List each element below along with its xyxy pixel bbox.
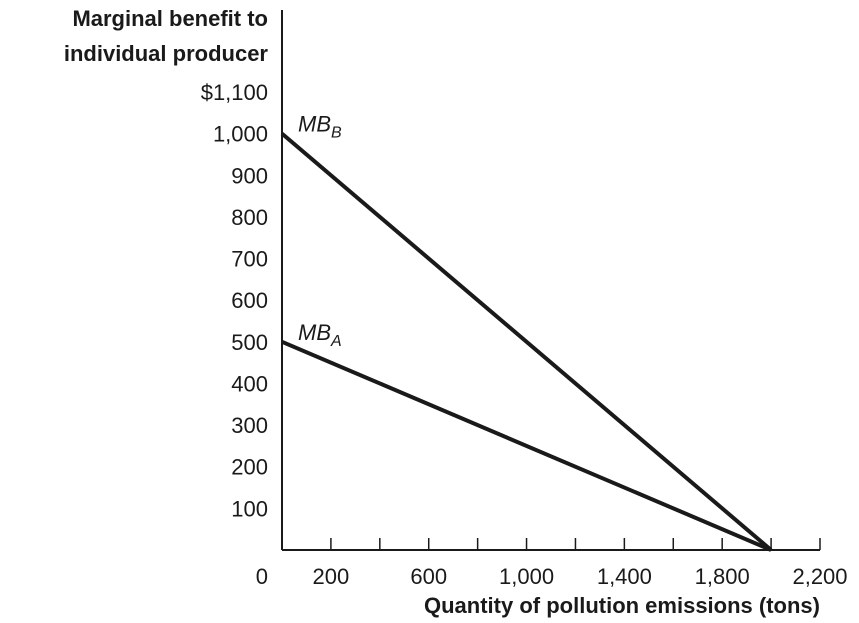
y-tick-label: 200 [231, 455, 268, 480]
x-tick-label: 2,200 [792, 564, 847, 589]
y-tick-label: 100 [231, 496, 268, 521]
y-tick-label: 500 [231, 330, 268, 355]
y-tick-label: 700 [231, 247, 268, 272]
series-labels: MBB MBA [298, 112, 342, 350]
x-axis-label: Quantity of pollution emissions (tons) [424, 593, 820, 618]
series-label-MBA: MBA [298, 320, 342, 350]
x-tick-label: 200 [313, 564, 350, 589]
y-axis-tick-labels: 100 200 300 400 500 600 700 800 900 1,000 $1,100 [201, 80, 268, 521]
x-tick-label: 1,800 [695, 564, 750, 589]
y-tick-label: 400 [231, 371, 268, 396]
x-tick-label: 1,000 [499, 564, 554, 589]
y-tick-label: 800 [231, 205, 268, 230]
y-tick-label: 900 [231, 163, 268, 188]
x-axis-tick-labels: 0 200 600 1,000 1,400 1,800 2,200 [256, 564, 848, 589]
x-tick-label: 1,400 [597, 564, 652, 589]
y-tick-label: $1,100 [201, 80, 268, 105]
y-tick-label: 1,000 [213, 122, 268, 147]
y-axis-label-line-2: individual producer [64, 41, 269, 66]
y-tick-label: 300 [231, 413, 268, 438]
series-lines [280, 132, 773, 552]
y-axis-label-line-1: Marginal benefit to [72, 6, 268, 31]
series-line-MBA [281, 339, 772, 552]
axes [281, 10, 820, 551]
y-tick-label: 600 [231, 288, 268, 313]
series-line-MBB [280, 132, 773, 552]
x-tick-label: 0 [256, 564, 268, 589]
series-label-MBB: MBB [298, 112, 342, 142]
x-tick-label: 600 [410, 564, 447, 589]
